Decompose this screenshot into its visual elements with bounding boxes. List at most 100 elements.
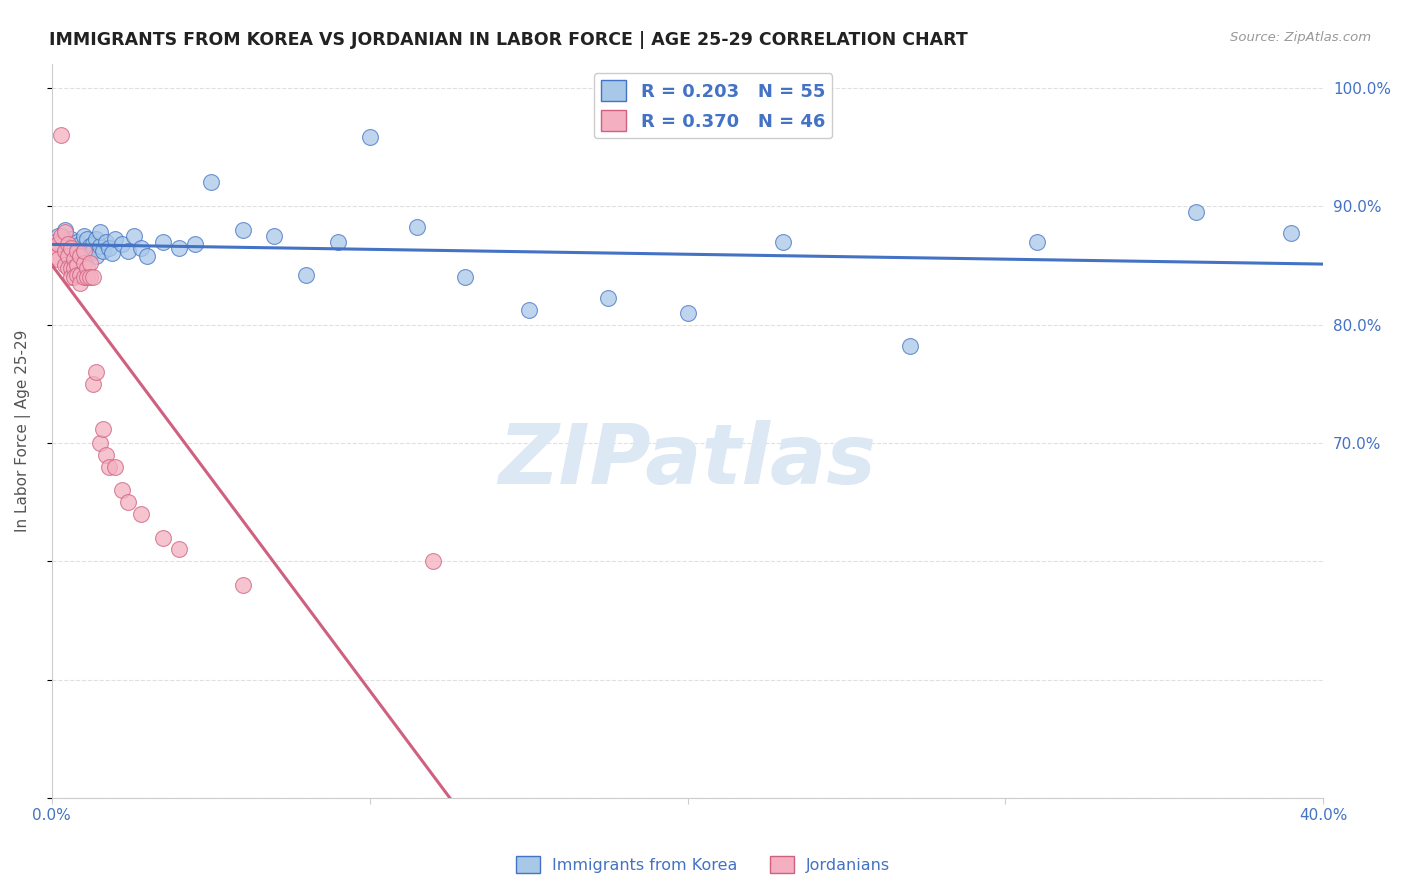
Point xyxy=(51,235,73,249)
Point xyxy=(129,241,152,255)
Point xyxy=(53,223,76,237)
Point xyxy=(72,244,94,259)
Point xyxy=(82,270,104,285)
Point xyxy=(53,244,76,259)
Point xyxy=(51,128,73,142)
Point xyxy=(79,270,101,285)
Point xyxy=(46,252,69,267)
Point xyxy=(898,339,921,353)
Point xyxy=(56,237,79,252)
Point xyxy=(59,260,82,275)
Point xyxy=(82,244,104,259)
Point xyxy=(59,232,82,246)
Point xyxy=(517,303,540,318)
Point xyxy=(676,306,699,320)
Point xyxy=(69,276,91,290)
Point xyxy=(56,237,79,252)
Point xyxy=(117,495,139,509)
Point xyxy=(66,258,89,272)
Point xyxy=(63,241,86,255)
Point xyxy=(232,223,254,237)
Point xyxy=(1026,235,1049,249)
Point xyxy=(59,270,82,285)
Point xyxy=(66,244,89,259)
Point xyxy=(63,270,86,285)
Point xyxy=(136,249,159,263)
Point xyxy=(53,225,76,239)
Legend: Immigrants from Korea, Jordanians: Immigrants from Korea, Jordanians xyxy=(509,849,897,880)
Point xyxy=(66,244,89,259)
Point xyxy=(72,244,94,259)
Point xyxy=(66,268,89,282)
Point xyxy=(104,459,127,474)
Point xyxy=(184,237,207,252)
Point xyxy=(46,237,69,252)
Point xyxy=(94,448,117,462)
Point xyxy=(86,365,108,379)
Point xyxy=(326,235,349,249)
Point xyxy=(59,246,82,260)
Point xyxy=(82,237,104,252)
Point xyxy=(76,249,98,263)
Point xyxy=(295,268,318,282)
Point xyxy=(91,244,114,259)
Point xyxy=(89,225,111,239)
Point xyxy=(152,531,174,545)
Point xyxy=(596,292,619,306)
Point xyxy=(72,228,94,243)
Point xyxy=(79,239,101,253)
Point xyxy=(51,228,73,243)
Point xyxy=(63,260,86,275)
Point xyxy=(76,232,98,246)
Point xyxy=(167,542,190,557)
Point xyxy=(232,578,254,592)
Point xyxy=(53,244,76,259)
Point xyxy=(104,232,127,246)
Point xyxy=(79,246,101,260)
Point xyxy=(89,239,111,253)
Point xyxy=(86,249,108,263)
Point xyxy=(91,422,114,436)
Point xyxy=(72,256,94,270)
Point xyxy=(69,252,91,267)
Point xyxy=(359,130,381,145)
Legend: R = 0.203   N = 55, R = 0.370   N = 46: R = 0.203 N = 55, R = 0.370 N = 46 xyxy=(593,73,832,138)
Point xyxy=(56,249,79,263)
Point xyxy=(111,237,134,252)
Point xyxy=(101,246,124,260)
Point xyxy=(69,237,91,252)
Point xyxy=(200,176,222,190)
Point xyxy=(86,232,108,246)
Point xyxy=(117,244,139,259)
Point xyxy=(406,220,429,235)
Point xyxy=(44,249,66,263)
Point xyxy=(129,507,152,521)
Point xyxy=(63,249,86,263)
Point xyxy=(94,235,117,249)
Text: ZIPatlas: ZIPatlas xyxy=(499,420,876,501)
Point xyxy=(66,235,89,249)
Point xyxy=(772,235,794,249)
Text: Source: ZipAtlas.com: Source: ZipAtlas.com xyxy=(1230,31,1371,45)
Point xyxy=(76,260,98,275)
Point xyxy=(46,228,69,243)
Point xyxy=(98,459,121,474)
Point xyxy=(167,241,190,255)
Point xyxy=(72,270,94,285)
Point xyxy=(69,249,91,263)
Point xyxy=(124,228,146,243)
Point xyxy=(111,483,134,498)
Point xyxy=(98,241,121,255)
Point xyxy=(79,256,101,270)
Point xyxy=(56,260,79,275)
Y-axis label: In Labor Force | Age 25-29: In Labor Force | Age 25-29 xyxy=(15,330,31,533)
Point xyxy=(76,270,98,285)
Point xyxy=(454,270,477,285)
Point xyxy=(82,376,104,391)
Point xyxy=(69,268,91,282)
Point xyxy=(263,228,285,243)
Point xyxy=(63,252,86,267)
Point xyxy=(152,235,174,249)
Point xyxy=(422,554,444,568)
Point xyxy=(56,252,79,267)
